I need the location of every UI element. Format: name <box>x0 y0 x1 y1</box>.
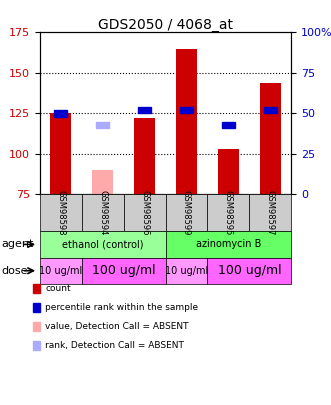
Text: value, Detection Call = ABSENT: value, Detection Call = ABSENT <box>45 322 189 331</box>
Bar <box>222 122 235 128</box>
Text: GSM98595: GSM98595 <box>224 190 233 236</box>
Bar <box>134 118 155 194</box>
Text: agent: agent <box>2 239 34 249</box>
Bar <box>180 107 193 113</box>
Text: GSM98596: GSM98596 <box>140 190 149 236</box>
Text: 100 ug/ml: 100 ug/ml <box>217 264 281 277</box>
Bar <box>92 170 113 194</box>
Text: GSM98597: GSM98597 <box>266 190 275 236</box>
Text: ethanol (control): ethanol (control) <box>62 239 143 249</box>
Bar <box>138 107 151 113</box>
Bar <box>264 107 277 113</box>
Bar <box>260 83 281 194</box>
Bar <box>50 113 71 194</box>
Bar <box>218 149 239 194</box>
Text: GDS2050 / 4068_at: GDS2050 / 4068_at <box>98 18 233 32</box>
Text: 10 ug/ml: 10 ug/ml <box>165 266 208 276</box>
Bar <box>96 122 109 128</box>
Text: GSM98599: GSM98599 <box>182 190 191 236</box>
Text: azinomycin B: azinomycin B <box>196 239 261 249</box>
Text: percentile rank within the sample: percentile rank within the sample <box>45 303 199 312</box>
Text: 10 ug/ml: 10 ug/ml <box>39 266 82 276</box>
Bar <box>54 110 67 117</box>
Text: rank, Detection Call = ABSENT: rank, Detection Call = ABSENT <box>45 341 184 350</box>
Bar <box>176 49 197 194</box>
Text: dose: dose <box>2 266 28 276</box>
Text: count: count <box>45 284 71 293</box>
Text: GSM98594: GSM98594 <box>98 190 107 236</box>
Text: GSM98598: GSM98598 <box>56 190 65 236</box>
Text: 100 ug/ml: 100 ug/ml <box>92 264 155 277</box>
